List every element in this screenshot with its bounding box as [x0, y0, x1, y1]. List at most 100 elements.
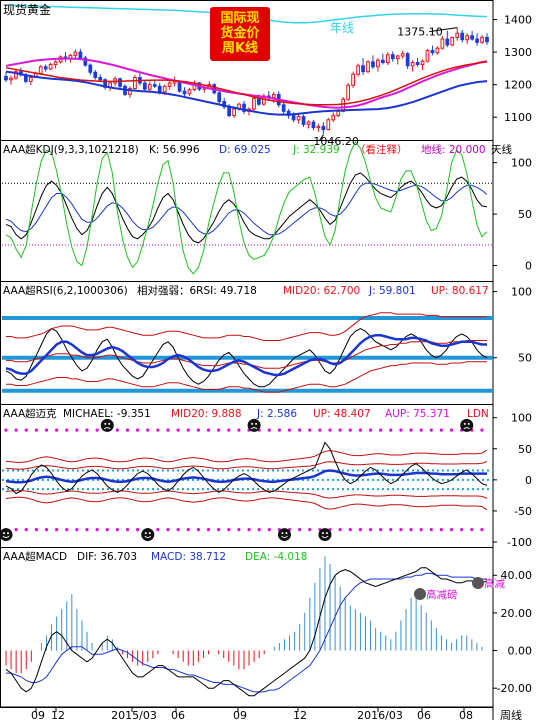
michael-dot-up: [206, 428, 211, 432]
candle: [366, 61, 370, 73]
smile-face-eye: [285, 532, 288, 535]
candle: [167, 82, 172, 87]
candle: [361, 65, 365, 73]
michael-dot-dn: [125, 527, 130, 532]
indicator-readout: D: 69.025: [219, 144, 271, 156]
michael-dot-dn: [176, 527, 180, 532]
michael-dot-up: [348, 428, 352, 432]
michael-dot-dn: [308, 527, 312, 532]
indicator-readout: AAA超RSI(6,2,1000306): [3, 284, 128, 297]
michael-dot-dn: [298, 527, 302, 532]
x-tick-label: 09: [233, 709, 247, 720]
x-axis-suffix: 周线: [500, 708, 522, 720]
candle: [291, 115, 296, 121]
smile-face-mouth: [144, 535, 152, 539]
michael-dot-up: [115, 428, 119, 432]
michael-dot-up: [34, 428, 38, 432]
svg-text:国际现货金价周K线: 国际现货金价周K线: [220, 11, 260, 56]
badge-line: 货金价: [220, 25, 260, 41]
michael-dot-dn: [65, 527, 69, 532]
michael-dot-dn: [460, 527, 464, 532]
kdj-line-k: [5, 172, 488, 244]
indicator-readout: AAA超KDJ(9,3,3,1021218): [3, 143, 139, 156]
candle: [162, 85, 167, 93]
michael-dot-up: [237, 428, 241, 432]
michael-dot-dn: [247, 527, 251, 532]
michael-dot-dn: [44, 527, 49, 532]
michael-dot-dn: [206, 527, 211, 532]
rsi-line-up: [6, 312, 487, 341]
candle: [142, 82, 147, 90]
sad-face-mouth: [250, 427, 258, 430]
smile-face-mouth: [321, 535, 329, 539]
indicator-readout: AAA超MACD: [3, 550, 67, 563]
candle: [336, 110, 341, 117]
candle: [376, 59, 380, 68]
candle: [385, 54, 390, 64]
michael-dot-up: [176, 428, 180, 432]
kdj-line-d: [5, 182, 488, 236]
y-tick-label: 0: [525, 474, 532, 487]
y-tick-label: 0: [525, 260, 532, 273]
x-tick-label: 12: [293, 709, 307, 720]
ma-label: 年线: [330, 21, 354, 35]
indicator-readout: J: 59.801: [368, 285, 416, 297]
michael-dot-dn: [217, 527, 221, 532]
indicator-readout: 相对强弱：6RSI: 49.718: [137, 284, 257, 297]
candle: [147, 84, 152, 90]
candle: [395, 55, 400, 60]
michael-dot-up: [146, 428, 150, 432]
y-tick-label: -20.00: [497, 682, 532, 695]
smile-face-eye: [144, 532, 147, 535]
macd-panel: -20.00 0.00 20.00 40.00 高减磅 高减 AAA超MACD DIF: 36…: [3, 550, 533, 697]
candle: [485, 36, 489, 43]
candle: [445, 38, 450, 46]
michael-dot-up: [156, 428, 160, 432]
michael-dot-dn: [14, 527, 18, 532]
sad-face-mouth: [463, 427, 471, 430]
indicator-readout: 天线: [491, 143, 512, 156]
candle: [465, 35, 470, 41]
y-tick-label: 40.00: [501, 569, 533, 582]
michael-dot-dn: [480, 527, 484, 532]
y-tick-label: 0.00: [508, 645, 533, 658]
y-tick-label: -100: [507, 536, 532, 549]
smile-face-eye: [321, 532, 324, 535]
macd-annotation-label: 高减磅: [426, 588, 458, 601]
instrument-title: 现货黄金: [3, 2, 51, 17]
michael-dot-up: [368, 428, 373, 432]
michael-dot-dn: [267, 527, 271, 532]
y-tick-label: 50: [518, 443, 532, 456]
x-tick-label: 08: [459, 709, 473, 720]
michael-line-up: [5, 449, 488, 463]
macd-annotation-label: 高减: [484, 577, 505, 590]
low-label: 1046.20: [313, 135, 359, 148]
michael-dot-dn: [470, 527, 474, 532]
michael-dot-dn: [166, 527, 170, 532]
candle: [78, 51, 83, 59]
michael-dot-dn: [399, 527, 403, 532]
michael-panel: -100 -50 0 50 100 AAA超迈克 MICHAEL: -9.351 MID20:…: [0, 407, 532, 549]
michael-line-dn2: [5, 490, 488, 499]
candle: [281, 104, 286, 112]
indicator-readout: AAA超迈克: [3, 407, 57, 420]
macd-annotation-icon: [472, 577, 484, 589]
smile-face-icon: [318, 528, 332, 542]
michael-dot-dn: [186, 527, 190, 532]
candle: [450, 36, 455, 46]
x-tick-label: 2015/03: [111, 709, 157, 720]
michael-dot-up: [95, 428, 99, 432]
candle: [28, 76, 33, 82]
michael-dot-up: [298, 428, 302, 432]
michael-dot-up: [65, 428, 69, 432]
candle: [415, 62, 420, 65]
macd-line-dif: [5, 567, 488, 697]
candle: [296, 116, 301, 121]
candle: [430, 49, 435, 54]
x-tick-label: 06: [171, 709, 185, 720]
michael-dot-up: [44, 428, 49, 432]
candle: [73, 51, 78, 56]
michael-dot-up: [308, 428, 312, 432]
michael-dot-dn: [85, 527, 89, 532]
sad-face-eye: [463, 422, 466, 425]
